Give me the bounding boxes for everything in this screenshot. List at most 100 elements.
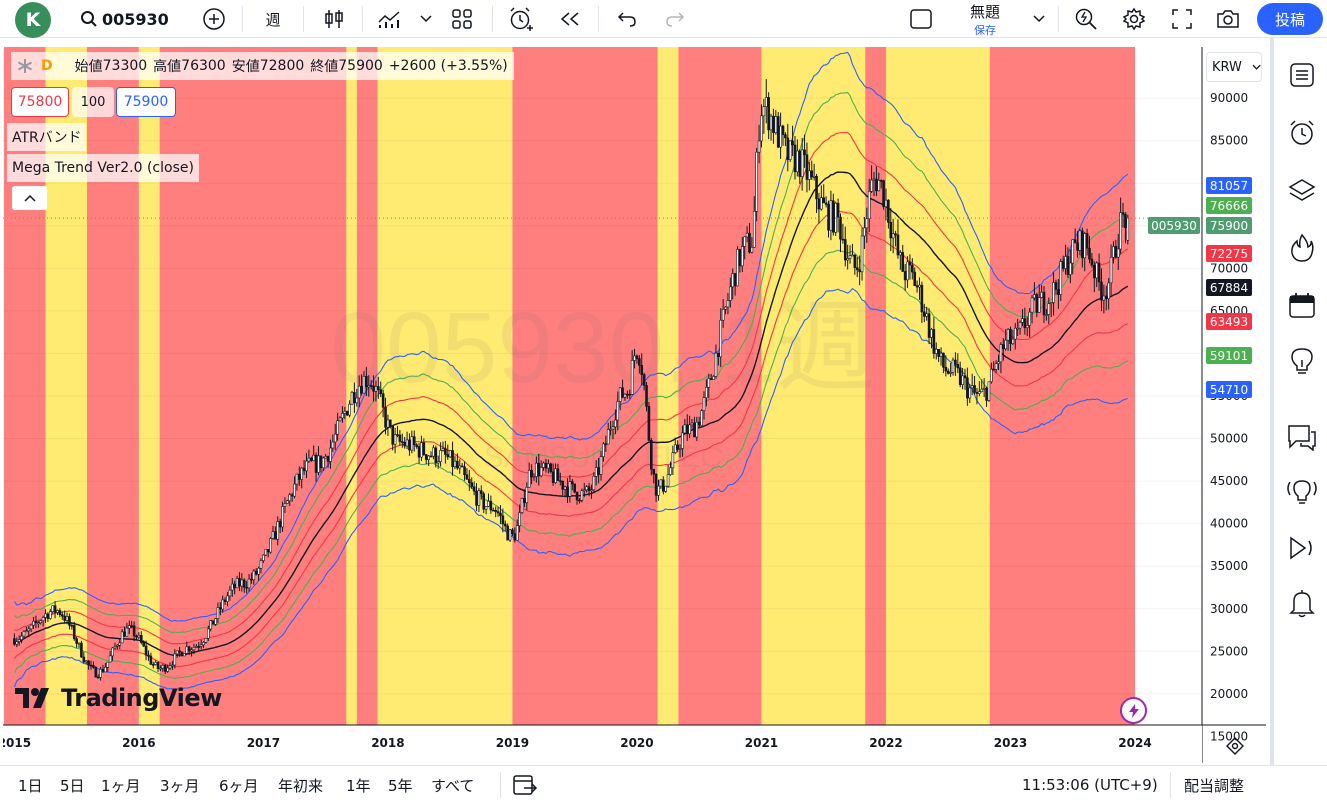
candle [851, 243, 854, 257]
calendar-button[interactable] [1282, 285, 1322, 325]
undo-icon [617, 12, 636, 27]
indicators-dropdown[interactable] [416, 0, 436, 38]
chevron-down-icon [1033, 15, 1045, 23]
notifications-button[interactable] [1282, 583, 1322, 623]
range-ytd[interactable]: 年初来 [278, 776, 324, 795]
candle [1021, 309, 1024, 327]
candle [860, 227, 864, 281]
chats-button[interactable] [1282, 417, 1322, 457]
indicator-mega-trend[interactable]: Mega Trend Ver2.0 (close) [7, 154, 199, 182]
alert-button[interactable] [505, 0, 537, 38]
indicator-atr-band[interactable]: ATRバンド [7, 123, 87, 151]
candle [623, 393, 627, 401]
candle [274, 526, 277, 540]
screener-button[interactable] [1282, 528, 1322, 568]
tradingview-logo[interactable]: TradingView [15, 684, 222, 712]
candle [494, 506, 497, 518]
auto-scale-button[interactable] [1222, 733, 1248, 759]
open-label: 始値 [74, 59, 103, 75]
quantity-field[interactable]: 100 [72, 87, 114, 117]
candle [743, 236, 746, 260]
candle [683, 418, 687, 434]
range-6m[interactable]: 6ヶ月 [219, 776, 259, 795]
candle [125, 622, 129, 637]
price-axis[interactable] [1202, 47, 1266, 763]
candle [396, 425, 399, 438]
price-label-lower-outer: 54710 [1206, 381, 1252, 398]
candle [104, 662, 107, 673]
candle [1090, 252, 1094, 268]
range-5d[interactable]: 5日 [60, 776, 85, 795]
top-toolbar: K 005930 週 無題 保存 [0, 0, 1327, 38]
alerts-button[interactable] [1282, 113, 1322, 153]
candle [1002, 338, 1005, 361]
tradingview-logo-icon [15, 688, 49, 708]
collapse-legend-button[interactable] [12, 186, 47, 210]
replay-button[interactable] [554, 0, 586, 38]
compare-button[interactable] [198, 0, 230, 38]
candle [831, 193, 835, 236]
time-axis[interactable] [3, 725, 1202, 763]
goto-date-button[interactable] [512, 766, 538, 804]
range-1m[interactable]: 1ヶ月 [101, 776, 141, 795]
layout-dropdown[interactable] [1028, 0, 1050, 38]
flash-button[interactable] [1120, 697, 1147, 724]
camera-icon [1217, 10, 1239, 28]
watermark-symbol: 005930, 1週 [331, 292, 876, 404]
candle [561, 480, 565, 496]
candle [216, 602, 220, 624]
candle [250, 572, 253, 584]
chart-type-button[interactable] [318, 0, 350, 38]
candle [570, 478, 574, 491]
snapshot-button[interactable] [1212, 0, 1244, 38]
candle [599, 450, 603, 481]
candle [458, 459, 462, 474]
candle [427, 455, 430, 467]
settings-button[interactable] [1118, 0, 1150, 38]
candle [307, 449, 311, 463]
range-1y[interactable]: 1年 [346, 776, 371, 795]
redo-button[interactable] [660, 0, 690, 38]
candle [41, 615, 45, 627]
indicators-button[interactable] [374, 0, 406, 38]
candle [372, 375, 375, 402]
candle [171, 661, 174, 670]
layout-button[interactable] [446, 0, 478, 38]
price-tick: 90000 [1210, 91, 1248, 105]
ideas-button[interactable] [1282, 342, 1322, 382]
object-tree-button[interactable] [1282, 171, 1322, 211]
buy-button[interactable]: 75900 [116, 87, 176, 117]
fullscreen-button[interactable] [1166, 0, 1198, 38]
sell-button[interactable]: 75800 [11, 87, 69, 117]
fullscreen-layout-button[interactable] [906, 0, 936, 38]
candle [752, 196, 756, 248]
layout-title[interactable]: 無題 保存 [950, 2, 1020, 37]
symbol-search-button[interactable]: 005930 [80, 0, 180, 38]
publish-button[interactable]: 投稿 [1257, 3, 1323, 35]
range-3m[interactable]: 3ヶ月 [160, 776, 200, 795]
range-5y[interactable]: 5年 [388, 776, 413, 795]
watchlist-button[interactable] [1282, 55, 1322, 95]
candle [491, 507, 495, 512]
dividend-adjust-toggle[interactable]: 配当調整 [1184, 776, 1245, 795]
candle [269, 537, 272, 554]
interval-button[interactable]: 週 [265, 10, 281, 29]
user-avatar[interactable]: K [15, 2, 51, 38]
candle [92, 661, 95, 669]
candle [25, 626, 28, 633]
range-1d[interactable]: 1日 [18, 776, 43, 795]
quick-search-button[interactable] [1070, 0, 1102, 38]
candle [513, 527, 517, 543]
range-all[interactable]: すべて [431, 776, 475, 795]
streams-button[interactable] [1282, 472, 1322, 512]
candle [729, 277, 732, 308]
candle [80, 640, 83, 658]
candle [27, 626, 31, 637]
candle [587, 482, 591, 497]
candle [606, 422, 610, 445]
clock-timezone[interactable]: 11:53:06 (UTC+9) [1022, 776, 1158, 794]
currency-select[interactable]: KRW [1206, 52, 1262, 82]
candle [451, 441, 454, 476]
hotlists-button[interactable] [1282, 228, 1322, 268]
undo-button[interactable] [612, 0, 642, 38]
